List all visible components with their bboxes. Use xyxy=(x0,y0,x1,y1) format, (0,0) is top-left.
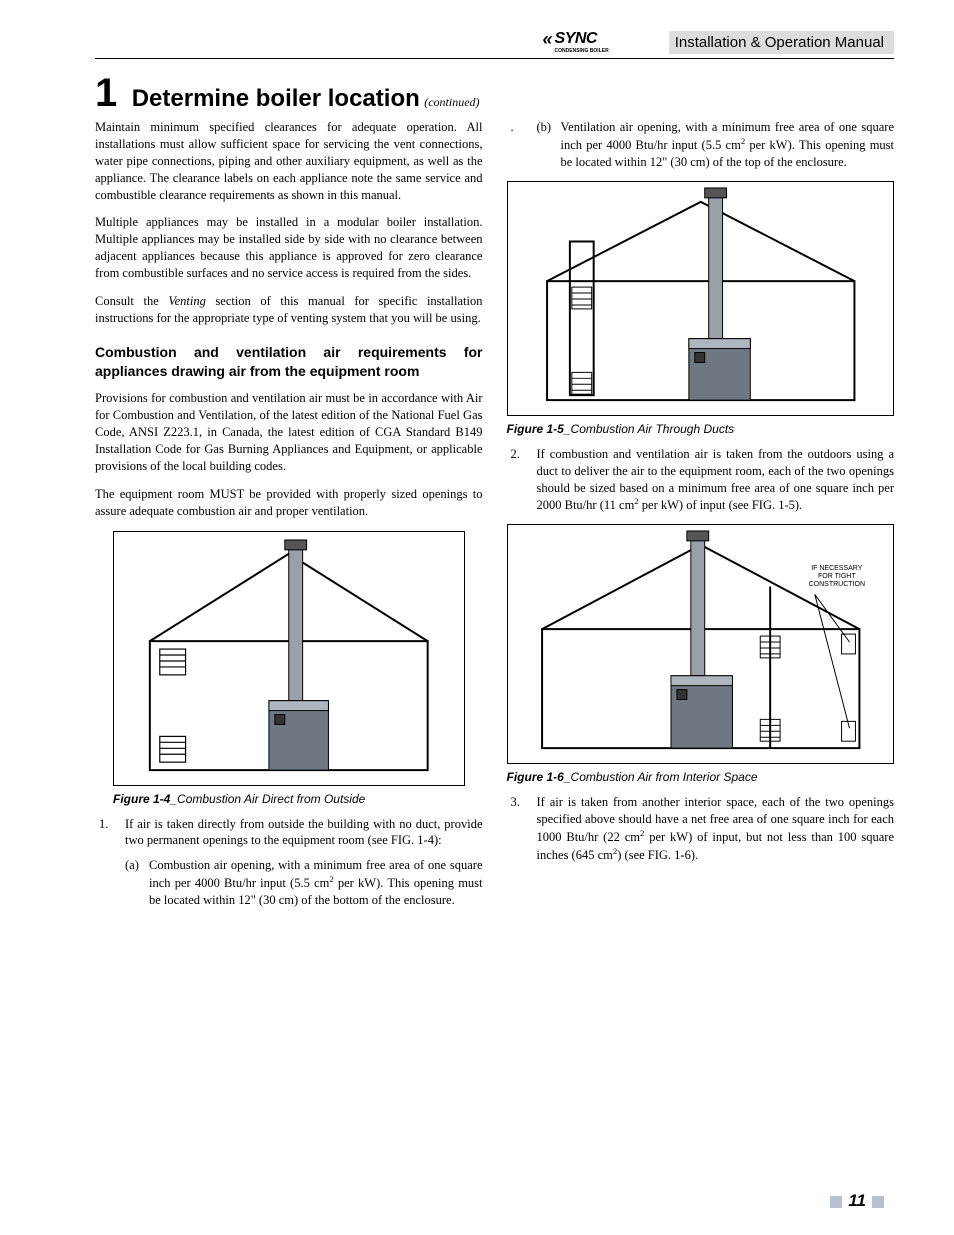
para-multiple: Multiple appliances may be installed in … xyxy=(95,214,483,282)
page-number: 11 xyxy=(830,1191,884,1211)
figure-1-6: IF NECESSARYFOR TIGHTCONSTRUCTION xyxy=(507,524,895,764)
sublist-1: Combustion air opening, with a minimum f… xyxy=(125,857,483,909)
brand-logo: SYNC CONDENSING BOILER xyxy=(545,30,609,54)
continued-marker: (continued) xyxy=(424,95,479,109)
figure-1-6-caption: Figure 1-6_Combustion Air from Interior … xyxy=(507,770,895,784)
list-item-3: If air is taken from another interior sp… xyxy=(507,794,895,864)
body-columns: Maintain minimum specified clearances fo… xyxy=(95,119,894,917)
subheading-combustion: Combustion and ventilation air requireme… xyxy=(95,343,483,381)
section-heading: 1 Determine boiler location (continued) xyxy=(95,73,894,113)
list-item-1: If air is taken directly from outside th… xyxy=(95,816,483,910)
figure-1-4-caption: Figure 1-4_Combustion Air Direct from Ou… xyxy=(113,792,483,806)
page-accent-right xyxy=(872,1196,884,1208)
numbered-list-right-3: If air is taken from another interior sp… xyxy=(507,794,895,864)
figure-1-4 xyxy=(113,531,465,786)
doc-title: Installation & Operation Manual xyxy=(675,34,884,51)
numbered-list-right-2: If combustion and ventilation air is tak… xyxy=(507,446,895,515)
figure-1-6-annotation: IF NECESSARYFOR TIGHTCONSTRUCTION xyxy=(809,565,865,588)
right-column: (b) Ventilation air opening, with a mini… xyxy=(507,119,895,917)
para-venting: Consult the Venting section of this manu… xyxy=(95,293,483,327)
figure-1-4-diagram xyxy=(114,532,464,785)
figure-1-5-diagram xyxy=(508,182,894,415)
doc-title-banner: Installation & Operation Manual xyxy=(669,31,894,54)
page-accent-left xyxy=(830,1196,842,1208)
list-item-1a: Combustion air opening, with a minimum f… xyxy=(125,857,483,909)
para-provisions: Provisions for combustion and ventilatio… xyxy=(95,390,483,474)
list-item-2: If combustion and ventilation air is tak… xyxy=(507,446,895,515)
sublist-continued: (b) Ventilation air opening, with a mini… xyxy=(507,119,895,171)
para-clearances: Maintain minimum specified clearances fo… xyxy=(95,119,483,203)
numbered-list-left: If air is taken directly from outside th… xyxy=(95,816,483,910)
left-column: Maintain minimum specified clearances fo… xyxy=(95,119,483,917)
section-title-text: Determine boiler location xyxy=(132,85,420,112)
page-header: SYNC CONDENSING BOILER Installation & Op… xyxy=(95,30,894,59)
figure-1-6-diagram xyxy=(508,525,894,763)
figure-1-5-caption: Figure 1-5_Combustion Air Through Ducts xyxy=(507,422,895,436)
figure-1-5 xyxy=(507,181,895,416)
section-number: 1 xyxy=(95,73,117,113)
brand-subtitle: CONDENSING BOILER xyxy=(555,48,609,54)
list-item-1b: (b) Ventilation air opening, with a mini… xyxy=(507,119,895,171)
brand-name: SYNC xyxy=(555,30,597,47)
para-equipment-room: The equipment room MUST be provided with… xyxy=(95,486,483,520)
